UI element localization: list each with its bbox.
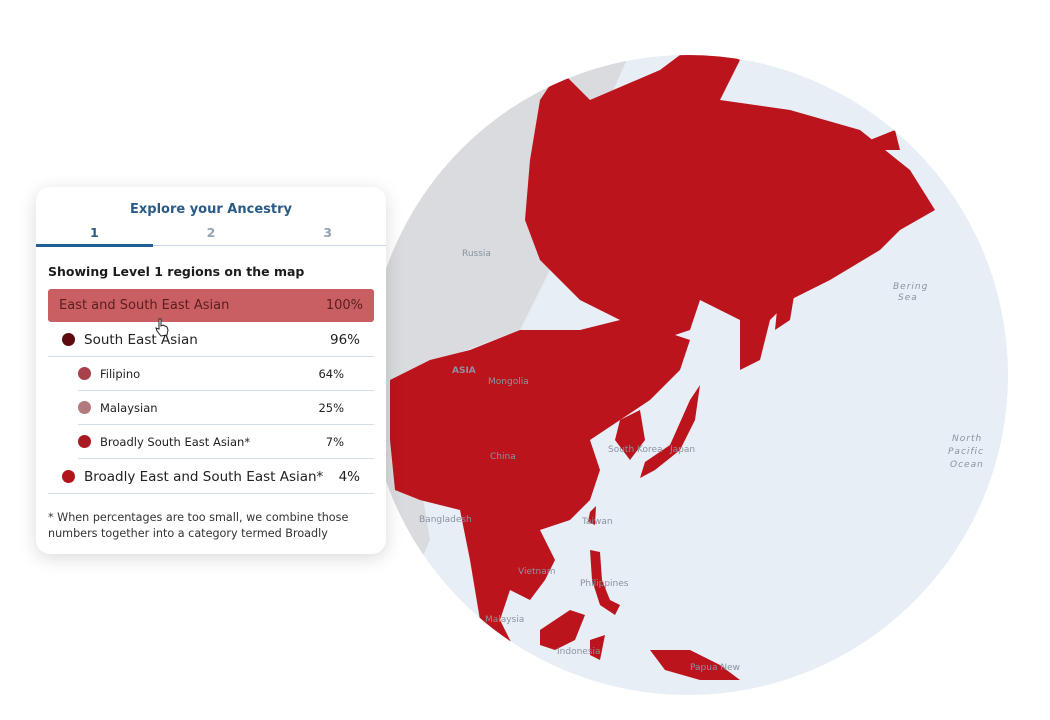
map-label-bering: Bering	[893, 282, 928, 292]
region-percent: 25%	[318, 400, 344, 415]
region-percent: 96%	[329, 331, 360, 348]
map-label-ocean: Ocean	[950, 460, 984, 470]
region-taiwan[interactable]	[588, 506, 596, 525]
map-label-indonesia: Indonesia	[557, 647, 601, 657]
region-row-south-east-asian[interactable]: South East Asian 96%	[48, 323, 374, 357]
color-dot-icon	[62, 333, 75, 346]
level-tabs: 1 2 3	[36, 225, 386, 247]
region-row-malaysian[interactable]: Malaysian 25%	[78, 391, 374, 425]
color-dot-icon	[78, 367, 91, 380]
region-papua[interactable]	[650, 650, 740, 680]
region-row-broadly-south-east-asian[interactable]: Broadly South East Asian* 7%	[78, 425, 374, 459]
region-korea[interactable]	[615, 410, 645, 460]
region-philippines[interactable]	[590, 550, 620, 615]
region-label: South East Asian	[84, 331, 198, 348]
map-label-asia: ASIA	[452, 366, 476, 376]
region-borneo[interactable]	[540, 610, 585, 650]
region-kamchatka-islands[interactable]	[775, 130, 900, 330]
region-label: Broadly South East Asian*	[100, 434, 251, 449]
region-label: East and South East Asian	[59, 298, 230, 313]
map-label-russia: Russia	[462, 249, 491, 259]
broadly-footnote: * When percentages are too small, we com…	[48, 511, 349, 540]
map-label-philippines: Philippines	[580, 579, 629, 589]
region-southeast-asia[interactable]	[460, 510, 555, 670]
color-dot-icon	[78, 401, 91, 414]
map-label-china: China	[490, 452, 516, 462]
region-percent: 4%	[338, 468, 360, 485]
region-japan[interactable]	[640, 385, 700, 478]
map-label-south-korea: South Korea	[608, 445, 663, 455]
map-label-malaysia: Malaysia	[485, 615, 524, 625]
region-label: Malaysian	[100, 400, 158, 415]
tab-level-3[interactable]: 3	[323, 225, 333, 240]
map-label-pacific: Pacific	[948, 447, 984, 457]
map-label-mongolia: Mongolia	[488, 377, 529, 387]
region-russia-east[interactable]	[525, 40, 935, 370]
region-percent: 100%	[325, 298, 363, 313]
map-label-sea: Sea	[898, 293, 918, 303]
region-row-filipino[interactable]: Filipino 64%	[78, 357, 374, 391]
ancestry-panel: Explore your Ancestry 1 2 3 Showing Leve…	[36, 187, 386, 554]
panel-title: Explore your Ancestry	[130, 202, 292, 217]
map-label-japan: Japan	[669, 445, 695, 455]
region-percent: 7%	[325, 434, 344, 449]
map-label-bangladesh: Bangladesh	[419, 515, 472, 525]
region-china-mongolia[interactable]	[390, 320, 690, 540]
map-label-taiwan: Taiwan	[581, 517, 613, 527]
hand-cursor-icon	[154, 318, 170, 343]
color-dot-icon	[62, 470, 75, 483]
map-label-vietnam: Vietnam	[518, 567, 556, 577]
region-row-broadly-east-south-east-asian[interactable]: Broadly East and South East Asian* 4%	[48, 460, 374, 494]
region-row-east-south-east-asian[interactable]: East and South East Asian 100%	[48, 289, 374, 322]
region-percent: 64%	[318, 366, 344, 381]
tab-level-1[interactable]: 1	[36, 225, 153, 247]
map-label-papua: Papua New	[690, 663, 740, 673]
tab-level-2[interactable]: 2	[206, 225, 216, 240]
region-label: Filipino	[100, 366, 141, 381]
map-label-north: North	[952, 434, 982, 444]
region-label: Broadly East and South East Asian*	[84, 468, 324, 485]
color-dot-icon	[78, 435, 91, 448]
showing-level-text: Showing Level 1 regions on the map	[48, 264, 305, 279]
